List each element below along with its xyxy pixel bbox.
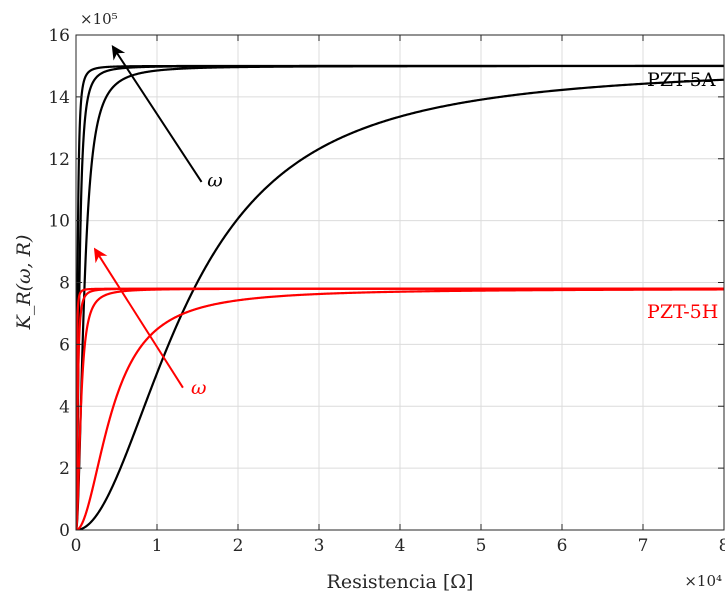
y-multiplier-label: ×10⁵ [80,10,118,28]
series-line-pzt-5a-0 [76,78,724,530]
x-tick-label: 7 [638,536,649,556]
series-line-pzt-5h-4 [76,288,724,530]
y-tick-label: 6 [59,335,70,355]
omega-red: ω [191,377,207,399]
curves [76,64,724,530]
y-tick-label: 14 [48,88,70,108]
y-tick-label: 16 [48,26,70,46]
label-5h: PZT-5H [647,301,718,323]
x-tick-label: 5 [476,536,487,556]
x-multiplier-label: ×10⁴ [684,572,722,590]
series-line-pzt-5h-7 [76,287,724,530]
x-axis-title: Resistencia [Ω] [327,571,474,593]
arrow-red [93,247,184,389]
y-tick-label: 2 [59,459,70,479]
omega-black: ω [207,170,223,192]
y-tick-label: 8 [59,274,70,294]
grid [76,34,725,530]
y-tick-label: 10 [48,212,70,232]
x-tick-label: 4 [395,536,406,556]
label-5a: PZT-5A [647,69,716,91]
x-tick-label: 3 [314,536,325,556]
series-line-pzt-5a-3 [76,64,724,530]
x-tick-label: 8 [719,536,725,556]
annotations: PZT-5A PZT-5H ω ω [93,45,718,399]
x-tick-label: 0 [71,536,82,556]
y-axis-title: K_R(ω, R) [13,235,35,331]
y-tick-label: 12 [48,150,70,170]
x-tick-label: 2 [233,536,244,556]
y-tick-label: 0 [59,521,70,541]
x-tick-label: 6 [557,536,568,556]
x-tick-label: 1 [152,536,163,556]
arrow-black [111,45,203,183]
y-tick-label: 4 [59,397,70,417]
